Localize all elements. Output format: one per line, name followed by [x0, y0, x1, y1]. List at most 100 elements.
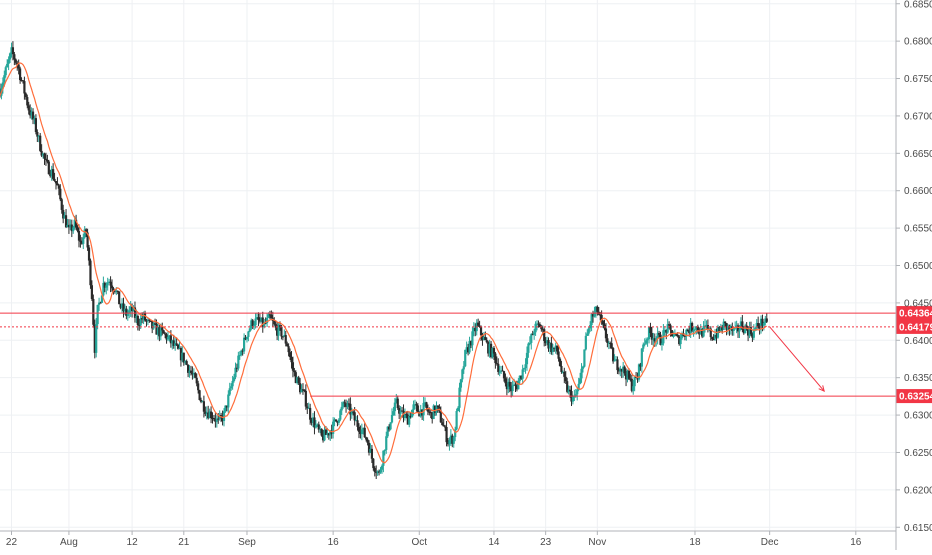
candle-body	[635, 376, 638, 378]
candle-body	[109, 281, 112, 286]
candle-body	[655, 338, 658, 342]
grid-layer	[0, 0, 896, 531]
candle-body	[395, 398, 398, 403]
candle-body	[620, 368, 623, 372]
candle-body	[692, 329, 695, 332]
candle-body	[666, 324, 669, 333]
candle-body	[50, 169, 53, 177]
candle-body	[448, 440, 451, 445]
candle-body	[309, 407, 312, 420]
candle-body	[126, 313, 129, 316]
candle-body	[257, 317, 260, 321]
candle-body	[523, 368, 526, 370]
candle-body	[143, 313, 147, 321]
candle-body	[389, 422, 392, 430]
candle-body	[568, 389, 572, 392]
candle-body	[531, 334, 534, 336]
candle-body	[14, 59, 17, 63]
candle-body	[297, 377, 300, 384]
candle-body	[699, 329, 702, 335]
candle-body	[56, 183, 59, 186]
candle-body	[718, 327, 721, 332]
candle-body	[491, 347, 494, 358]
candle-body	[346, 403, 349, 407]
candle-body	[468, 341, 471, 353]
candle-body	[574, 394, 577, 397]
candle-body	[138, 325, 141, 327]
candle-body	[581, 366, 585, 369]
candle-body	[650, 333, 653, 340]
candle-body	[377, 471, 381, 473]
candle-body	[307, 407, 310, 409]
candle-body	[296, 377, 299, 384]
candle-body	[347, 403, 351, 405]
candle-body	[533, 332, 536, 335]
candle-body	[545, 340, 549, 344]
candle-body	[668, 324, 671, 326]
candle-body	[215, 418, 218, 422]
projection-arrow-line	[769, 326, 825, 392]
candle-body	[267, 314, 270, 318]
candle-body	[19, 68, 22, 81]
candle-body	[195, 377, 198, 384]
candle-body	[182, 352, 185, 363]
candle-body	[587, 328, 590, 334]
candle-body	[747, 328, 750, 336]
candle-body	[281, 336, 284, 338]
candle-body	[647, 327, 651, 340]
candle-body	[8, 53, 12, 60]
candle-body	[600, 315, 603, 321]
candle-body	[164, 333, 167, 335]
candle-body	[105, 285, 108, 288]
candle-body	[566, 381, 569, 392]
candle-body	[702, 326, 705, 337]
candle-body	[382, 450, 385, 466]
candle-body	[293, 370, 296, 373]
candle-body	[758, 326, 761, 329]
candle-body	[115, 290, 118, 292]
candle-body	[214, 419, 217, 422]
candle-body	[465, 347, 468, 350]
candle-body	[754, 327, 757, 330]
candle-body	[544, 341, 547, 344]
candle-body	[571, 396, 575, 402]
candle-body	[416, 405, 419, 412]
candle-body	[514, 384, 517, 386]
candle-body	[92, 298, 95, 325]
candle-body	[548, 342, 552, 349]
candle-body	[612, 347, 615, 362]
candle-body	[489, 343, 493, 358]
candle-body	[454, 429, 457, 438]
candle-body	[515, 385, 519, 390]
candle-body	[534, 323, 537, 333]
candle-body	[132, 307, 135, 312]
candle-body	[540, 327, 543, 330]
candle-body	[624, 373, 628, 380]
candle-body	[673, 334, 676, 336]
candle-body	[504, 378, 507, 384]
candle-body	[237, 355, 240, 369]
candle-body	[543, 329, 546, 342]
candle-body	[579, 378, 582, 384]
price-tag-label: 0.64364	[899, 309, 932, 320]
candle-body	[85, 229, 88, 233]
candle-body	[467, 347, 470, 353]
candle-body	[494, 353, 497, 364]
levels-layer: 0.64364 0.64179 0.63254	[0, 306, 932, 404]
candle-body	[679, 337, 682, 345]
candle-body	[497, 363, 500, 372]
candle-body	[627, 370, 631, 379]
candle-body	[277, 325, 280, 336]
candle-body	[13, 54, 16, 60]
candle-body	[187, 364, 190, 373]
candle-body	[66, 224, 69, 228]
candle-body	[744, 325, 747, 334]
candle-body	[314, 424, 317, 428]
candle-body	[241, 350, 244, 352]
candle-body	[329, 430, 332, 436]
